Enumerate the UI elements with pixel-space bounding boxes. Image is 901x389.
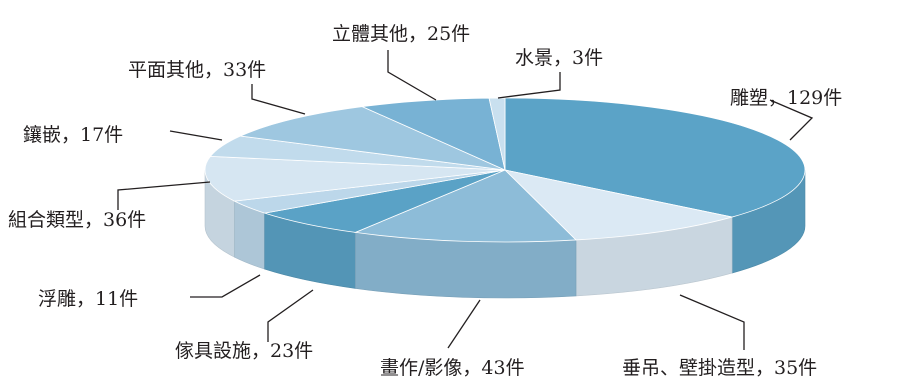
pie-slice-1	[504, 97, 806, 218]
pie-slice-6	[204, 155, 506, 202]
pie-slice-side-3	[355, 232, 577, 299]
pie-sides	[204, 169, 806, 299]
leader-line-9	[387, 50, 437, 101]
slice-label-3: 畫作/影像，43件	[380, 357, 525, 379]
pie-slice-4	[264, 169, 506, 233]
pie-slice-8	[239, 106, 506, 171]
leader-line-3	[447, 299, 481, 349]
slice-label-9: 立體其他，25件	[332, 23, 470, 45]
leader-line-4	[267, 289, 314, 342]
pie-tops	[204, 97, 806, 243]
pie-slice-2	[503, 169, 733, 241]
slice-label-10: 水景，3件	[515, 47, 603, 69]
leader-line-10	[497, 72, 561, 99]
leader-line-7	[169, 130, 223, 141]
pie-slice-10	[488, 97, 506, 171]
leader-line-5	[190, 274, 261, 298]
slice-label-1: 雕塑，129件	[730, 87, 842, 109]
pie-slice-3	[353, 169, 577, 243]
leader-line-1	[769, 99, 814, 141]
slice-label-6: 組合類型，36件	[8, 209, 146, 231]
slice-label-8: 平面其他，33件	[128, 59, 266, 81]
pie-slice-9	[360, 97, 506, 171]
slice-label-7: 鑲嵌，17件	[23, 124, 123, 146]
label-leaders	[117, 50, 814, 350]
slice-label-2: 垂吊、壁掛造型，35件	[622, 357, 817, 379]
slice-label-4: 傢具設施，23件	[175, 340, 313, 362]
slice-label-5: 浮雕，11件	[38, 288, 138, 310]
leader-line-2	[679, 294, 745, 350]
leader-line-6	[117, 181, 211, 210]
leader-line-8	[251, 84, 306, 115]
